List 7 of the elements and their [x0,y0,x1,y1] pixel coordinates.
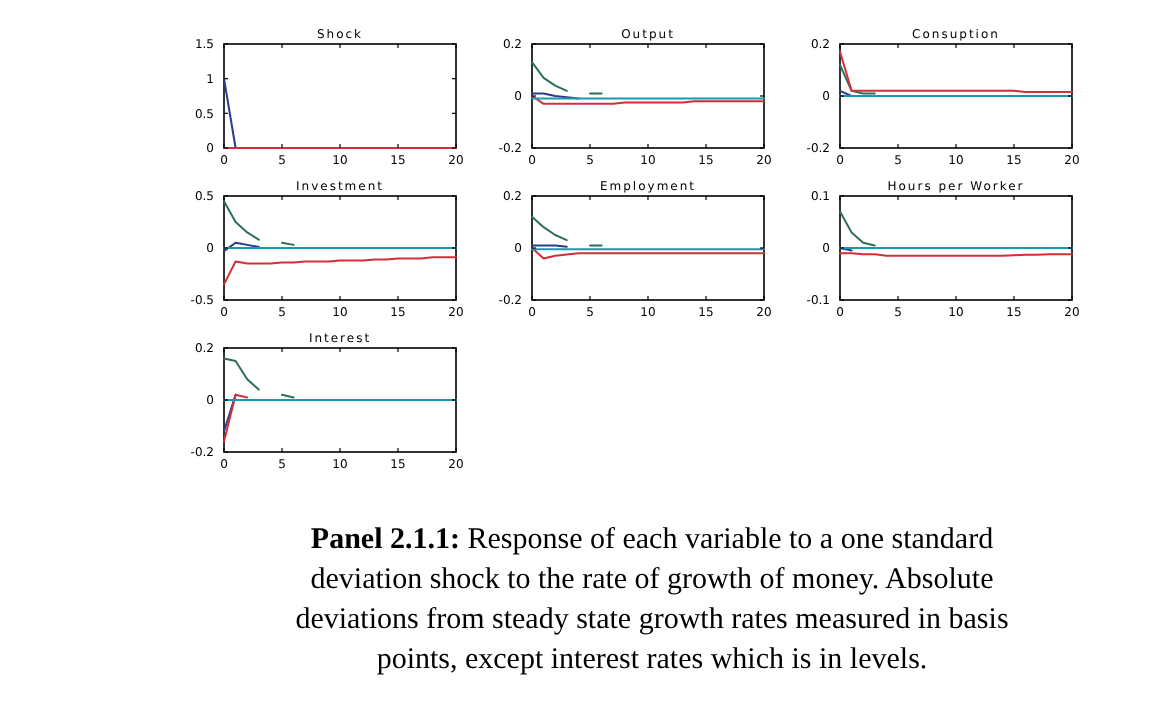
line-series [839,210,876,247]
text: deviation shock to the rate of growth of money. Absolute [310,564,995,596]
text: Panel 2.1.1: [310,524,460,556]
text: Response of each variable to a one standard [467,524,994,556]
text: deviations from steady state growth rates measured in basis [295,604,1009,636]
text: points, except interest rates which is in levels. [376,644,928,676]
line-series [223,256,457,286]
